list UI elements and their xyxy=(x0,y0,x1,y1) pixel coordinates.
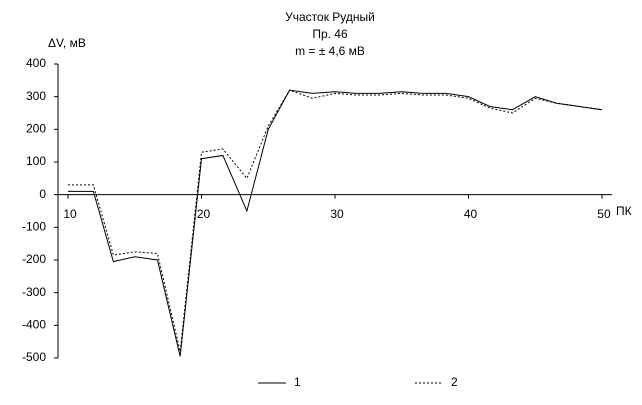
y-axis-label: ΔV, мВ xyxy=(48,36,86,50)
y-tick-label: -300 xyxy=(22,285,46,299)
series-line xyxy=(68,89,603,357)
y-tick-label: 400 xyxy=(26,56,46,70)
annotation: m = ± 4,6 мВ xyxy=(295,44,365,58)
x-axis-label: ПК xyxy=(616,204,632,218)
x-tick-label: 40 xyxy=(464,207,478,221)
series-line xyxy=(68,89,603,352)
x-tick-label: 30 xyxy=(330,207,344,221)
x-tick-label: 10 xyxy=(63,207,77,221)
chart-title: Участок Рудный xyxy=(285,10,375,24)
y-tick-label: -500 xyxy=(22,350,46,364)
y-tick-label: -200 xyxy=(22,252,46,266)
chart-subtitle: Пр. 46 xyxy=(312,27,348,41)
y-tick-label: -400 xyxy=(22,318,46,332)
y-tick-label: 100 xyxy=(26,154,46,168)
legend-label: 1 xyxy=(294,375,301,389)
legend-label: 2 xyxy=(451,375,458,389)
x-tick-label: 50 xyxy=(597,207,611,221)
y-tick-label: -100 xyxy=(22,220,46,234)
x-tick-label: 20 xyxy=(197,207,211,221)
y-tick-label: 0 xyxy=(39,187,46,201)
y-tick-label: 300 xyxy=(26,89,46,103)
y-tick-label: 200 xyxy=(26,122,46,136)
